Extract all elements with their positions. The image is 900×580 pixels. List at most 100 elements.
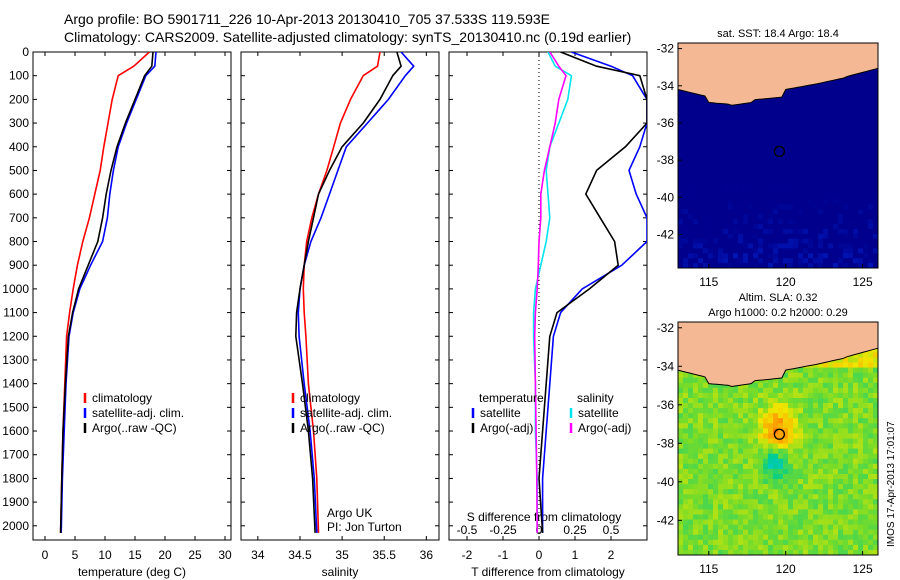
map-cell [798, 155, 804, 161]
map-cell [733, 248, 739, 254]
map-cell [773, 453, 779, 460]
map-cell [748, 524, 754, 531]
map-cell [768, 499, 774, 505]
map-cell [823, 263, 829, 268]
map-cell [773, 479, 779, 485]
map-cell [808, 413, 814, 419]
map-cell [783, 96, 789, 103]
map-cell [743, 111, 749, 117]
legend-label: Argo(..raw -QC) [92, 421, 177, 435]
map-cell [703, 116, 709, 122]
map-cell [783, 438, 789, 445]
map-cell [838, 140, 844, 147]
map-cell [828, 131, 834, 137]
map-cell [688, 180, 694, 186]
map-cell [693, 106, 699, 113]
map-cell [868, 362, 874, 369]
map-cell [698, 233, 704, 240]
map-cell [793, 106, 799, 113]
map-cell [733, 224, 739, 230]
map-cell [848, 228, 854, 235]
map-cell [818, 219, 824, 225]
map-cell [693, 377, 699, 384]
map-cell [818, 135, 824, 142]
map-cell [728, 214, 734, 220]
map-cell [843, 87, 849, 93]
y-tick-label: -40 [657, 190, 675, 204]
map-cell [793, 135, 799, 142]
map-cell [713, 448, 719, 455]
map-cell [728, 474, 734, 480]
map-cell [863, 180, 869, 186]
map-cell [703, 403, 709, 409]
map-cell [693, 180, 699, 186]
map-cell [773, 468, 779, 475]
map-cell [868, 377, 874, 384]
map-cell [758, 423, 764, 429]
map-cell [853, 77, 859, 83]
map-cell [798, 131, 804, 137]
map-cell [723, 131, 729, 137]
map-cell [838, 494, 844, 500]
map-cell [703, 96, 709, 103]
map-cell [728, 228, 734, 235]
map-cell [718, 209, 724, 215]
map-cell [863, 150, 869, 157]
map-cell [793, 524, 799, 531]
map-cell [868, 140, 874, 147]
map-cell [813, 524, 819, 531]
map-cell [873, 155, 878, 161]
map-cell [723, 140, 729, 147]
map-cell [858, 403, 864, 409]
map-cell [823, 524, 829, 531]
map-cell [868, 224, 874, 230]
map-cell [858, 474, 864, 480]
map-cell [873, 145, 878, 152]
map-cell [823, 204, 829, 210]
map-cell [828, 448, 834, 455]
map-cell [803, 423, 809, 429]
map-cell [813, 145, 819, 152]
map-cell [848, 77, 854, 83]
map-cell [743, 544, 749, 551]
map-cell [743, 263, 749, 268]
map-cell [708, 116, 714, 122]
plot-title-line2: Climatology: CARS2009. Satellite-adjuste… [64, 29, 632, 45]
map-cell [848, 248, 854, 254]
map-cell [848, 423, 854, 429]
map-cell [863, 248, 869, 254]
map-cell [858, 228, 864, 235]
map-cell [818, 362, 824, 369]
map-cell [868, 219, 874, 225]
map-cell [713, 155, 719, 161]
map-cell [873, 209, 878, 215]
map-cell [838, 219, 844, 225]
map-cell [818, 189, 824, 196]
map-cell [743, 170, 749, 176]
map-cell [713, 484, 719, 490]
map-cell [843, 362, 849, 369]
map-cell [718, 418, 724, 424]
map-cell [758, 145, 764, 152]
map-cell [823, 484, 829, 490]
map-cell [853, 534, 859, 541]
map-cell [693, 140, 699, 147]
map-cell [743, 392, 749, 399]
map-cell [873, 91, 878, 98]
map-cell [793, 514, 799, 521]
map-cell [798, 418, 804, 424]
map-cell [813, 494, 819, 500]
map-cell [763, 494, 769, 500]
map-cell [818, 367, 824, 374]
map-cell [748, 408, 754, 414]
map-cell [868, 243, 874, 249]
map-cell [828, 392, 834, 399]
map-cell [808, 377, 814, 384]
map-cell [858, 72, 864, 78]
map-cell [783, 135, 789, 142]
map-cell [783, 170, 789, 176]
map-cell [728, 238, 734, 245]
map-cell [678, 121, 684, 127]
map-cell [678, 248, 684, 254]
map-cell [798, 145, 804, 152]
